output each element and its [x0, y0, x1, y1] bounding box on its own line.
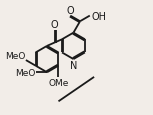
Text: O: O [67, 6, 74, 16]
Text: N: N [70, 60, 77, 70]
Text: O: O [51, 20, 58, 30]
Text: MeO: MeO [15, 68, 35, 77]
Text: OH: OH [91, 12, 106, 21]
Text: MeO: MeO [5, 51, 25, 60]
Text: OMe: OMe [48, 78, 69, 87]
